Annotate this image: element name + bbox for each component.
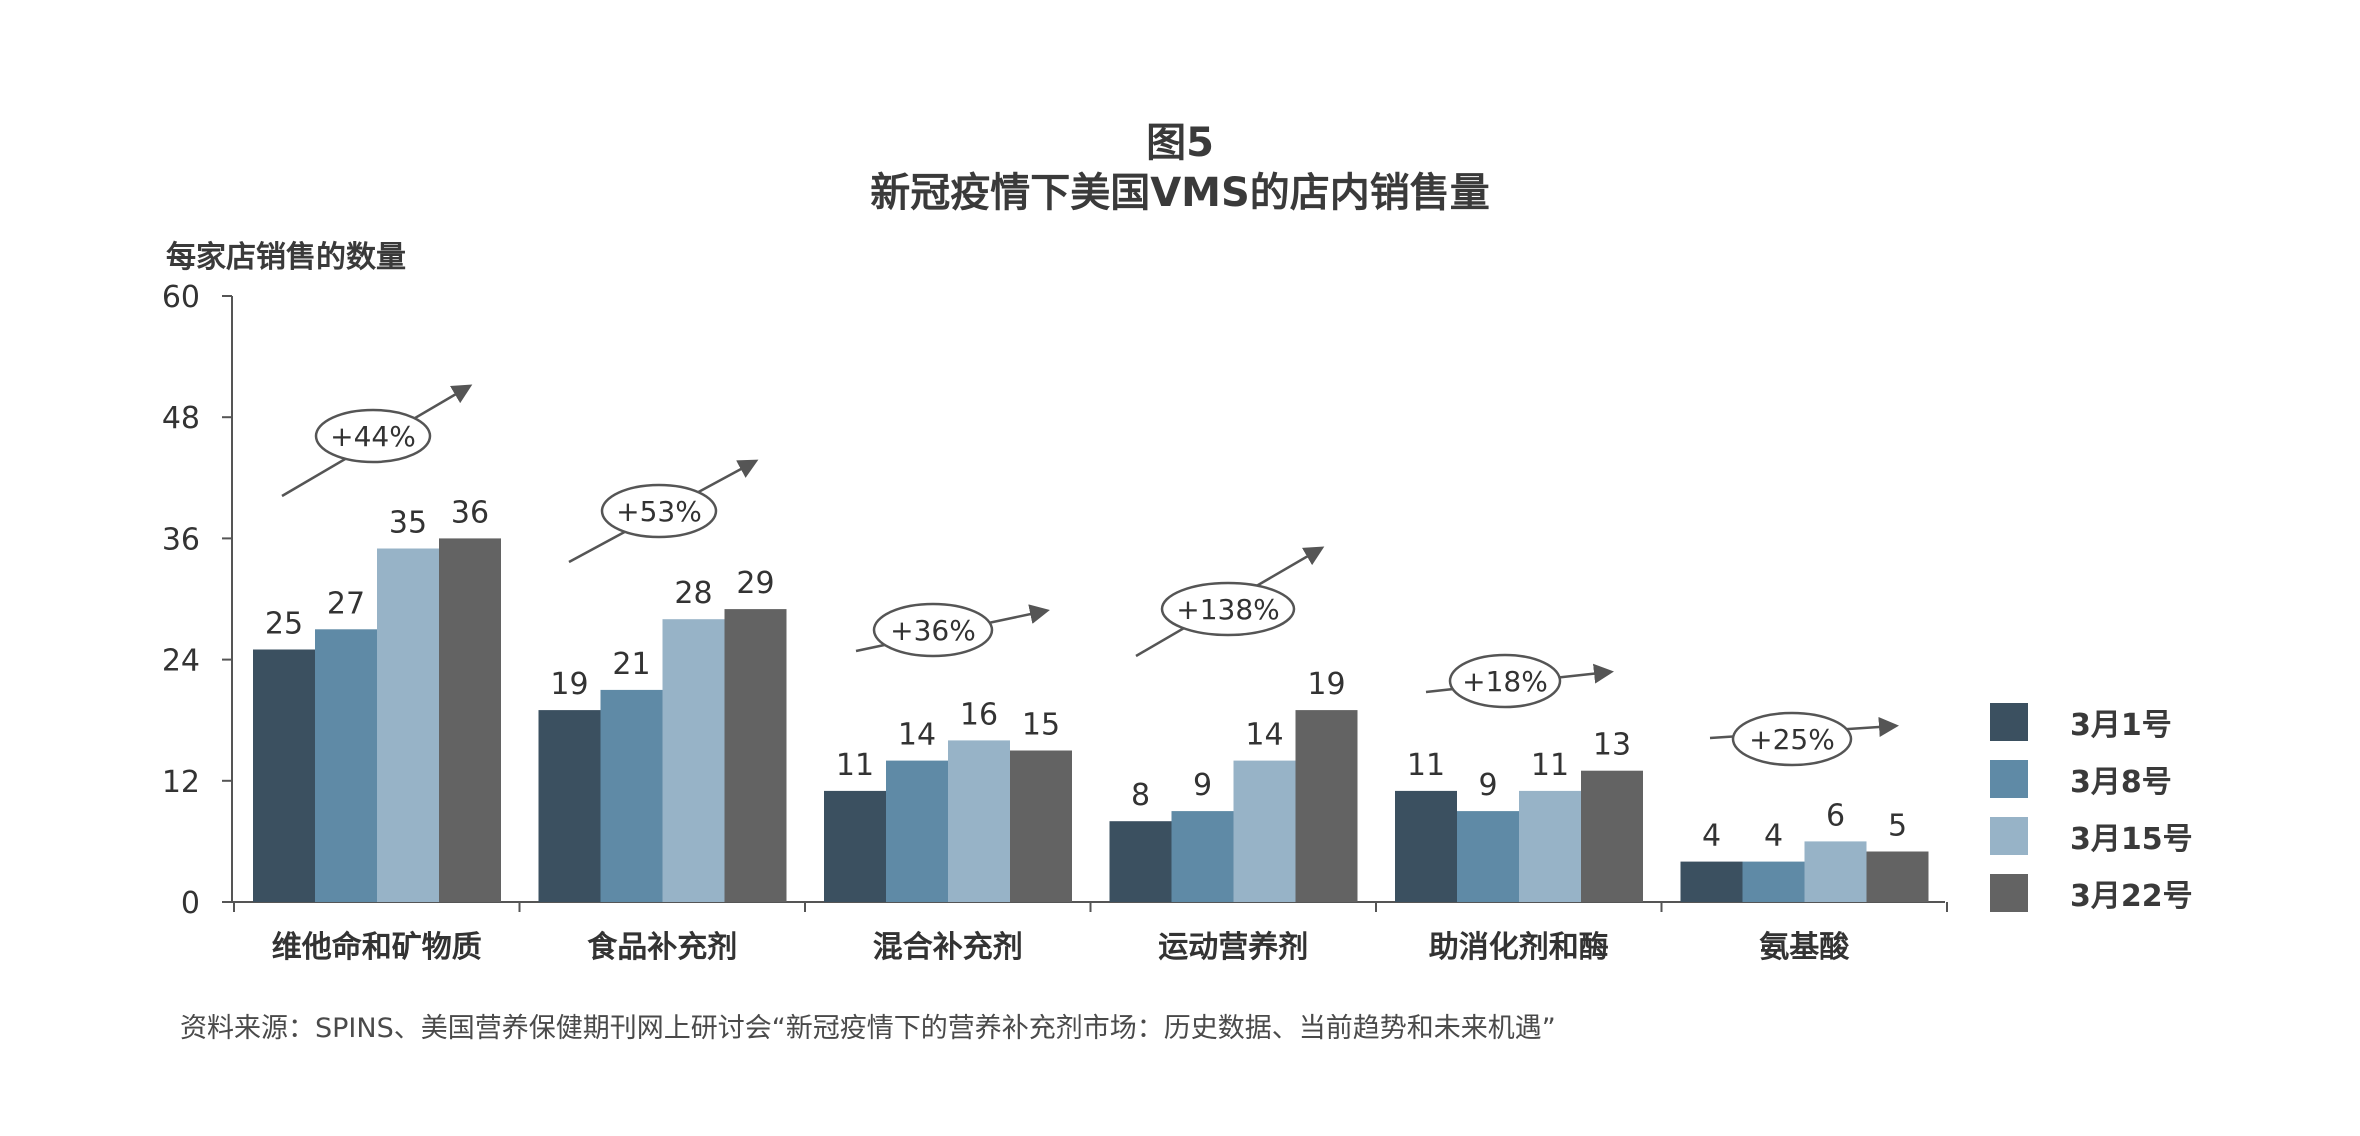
bar-value-label: 25: [265, 607, 303, 642]
chart-title: 新冠疫情下美国VMS的店内销售量: [870, 170, 1490, 216]
bar: [538, 710, 601, 902]
annotation-ellipse: [872, 602, 994, 658]
bar-value-label: 36: [451, 495, 489, 530]
bar-value-label: 16: [960, 697, 998, 732]
bar: [439, 538, 501, 902]
annotation-ellipse: [1731, 711, 1853, 767]
annotation-ellipse: [314, 408, 432, 464]
annotation-label: +44%: [330, 420, 416, 453]
bar-value-label: 29: [736, 566, 774, 601]
bar: [886, 760, 948, 902]
annotation-ellipse: [600, 483, 718, 539]
bar: [1109, 821, 1172, 902]
bar-value-label: 27: [327, 586, 365, 621]
annotation-label: +25%: [1749, 723, 1835, 756]
bar: [1171, 811, 1234, 902]
legend-item: 3月8号: [1990, 751, 2193, 807]
x-category-label: 助消化剂和酶: [1429, 930, 1609, 965]
bar-value-label: 14: [898, 718, 936, 753]
bar-value-label: 19: [550, 667, 588, 702]
bar: [724, 609, 787, 902]
bar-value-label: 9: [1478, 768, 1497, 803]
bar-value-label: 5: [1888, 809, 1907, 844]
bar-value-label: 11: [1407, 748, 1445, 783]
bar: [1010, 750, 1072, 902]
bar: [1395, 790, 1457, 902]
bar: [1233, 760, 1296, 902]
y-axis-unit-label: 每家店销售的数量: [166, 240, 406, 275]
bar-value-label: 11: [1531, 748, 1569, 783]
x-category-label: 维他命和矿物质: [272, 930, 482, 965]
bar-value-label: 4: [1702, 819, 1721, 854]
legend-swatch: [1990, 874, 2028, 912]
bar: [600, 689, 663, 902]
annotation-label: +36%: [890, 614, 976, 647]
legend-item: 3月22号: [1990, 865, 2193, 921]
source-note: 资料来源：SPINS、美国营养保健期刊网上研讨会“新冠疫情下的营养补充剂市场：历…: [180, 1013, 1556, 1044]
chart-title-block: 图5 新冠疫情下美国VMS的店内销售量: [0, 118, 2360, 218]
legend-swatch: [1990, 760, 2028, 798]
bar: [1295, 710, 1358, 902]
y-tick-label: 48: [162, 401, 200, 436]
y-tick-label: 0: [181, 886, 200, 921]
legend-item: 3月1号: [1990, 694, 2193, 750]
bar-value-label: 35: [389, 506, 427, 541]
figure-label: 图5: [1146, 120, 1214, 166]
annotation-label: +18%: [1462, 665, 1548, 698]
y-tick-label: 12: [162, 765, 200, 800]
bar: [1742, 861, 1805, 902]
legend-label: 3月15号: [2070, 822, 2193, 857]
legend: 3月1号 3月8号 3月15号 3月22号: [1990, 694, 2193, 922]
bar-value-label: 6: [1826, 798, 1845, 833]
bar-value-label: 21: [612, 647, 650, 682]
bar-value-label: 4: [1764, 819, 1783, 854]
legend-label: 3月1号: [2070, 708, 2172, 743]
annotation-ellipse: [1448, 653, 1562, 709]
bar: [315, 629, 377, 902]
bar: [948, 740, 1010, 902]
bar: [824, 790, 886, 902]
bar: [1519, 790, 1581, 902]
x-category-label: 氨基酸: [1759, 930, 1850, 965]
x-category-label: 食品补充剂: [587, 930, 737, 965]
legend-swatch: [1990, 703, 2028, 741]
bar: [1804, 841, 1867, 902]
annotation-label: +53%: [616, 495, 702, 528]
legend-swatch: [1990, 817, 2028, 855]
legend-label: 3月22号: [2070, 879, 2193, 914]
annotation-ellipse: [1160, 581, 1296, 637]
bar-value-label: 14: [1245, 718, 1283, 753]
bar-value-label: 8: [1131, 778, 1150, 813]
bar-value-label: 11: [836, 748, 874, 783]
annotation-label: +138%: [1176, 593, 1280, 626]
x-category-label: 混合补充剂: [873, 930, 1023, 965]
bar: [662, 619, 725, 902]
bar-value-label: 15: [1022, 708, 1060, 743]
bar-value-label: 13: [1593, 728, 1631, 763]
y-tick-label: 60: [162, 280, 200, 315]
x-category-label: 运动营养剂: [1158, 930, 1308, 965]
bar: [377, 548, 439, 902]
bar: [1457, 811, 1519, 902]
bar: [1581, 770, 1643, 902]
bar: [253, 649, 315, 902]
y-tick-label: 24: [162, 644, 200, 679]
bar-value-label: 9: [1193, 768, 1212, 803]
bar: [1680, 861, 1743, 902]
legend-item: 3月15号: [1990, 808, 2193, 864]
y-tick-label: 36: [162, 522, 200, 557]
legend-label: 3月8号: [2070, 765, 2172, 800]
bar: [1866, 851, 1929, 902]
bar-value-label: 28: [674, 576, 712, 611]
bar-value-label: 19: [1307, 667, 1345, 702]
